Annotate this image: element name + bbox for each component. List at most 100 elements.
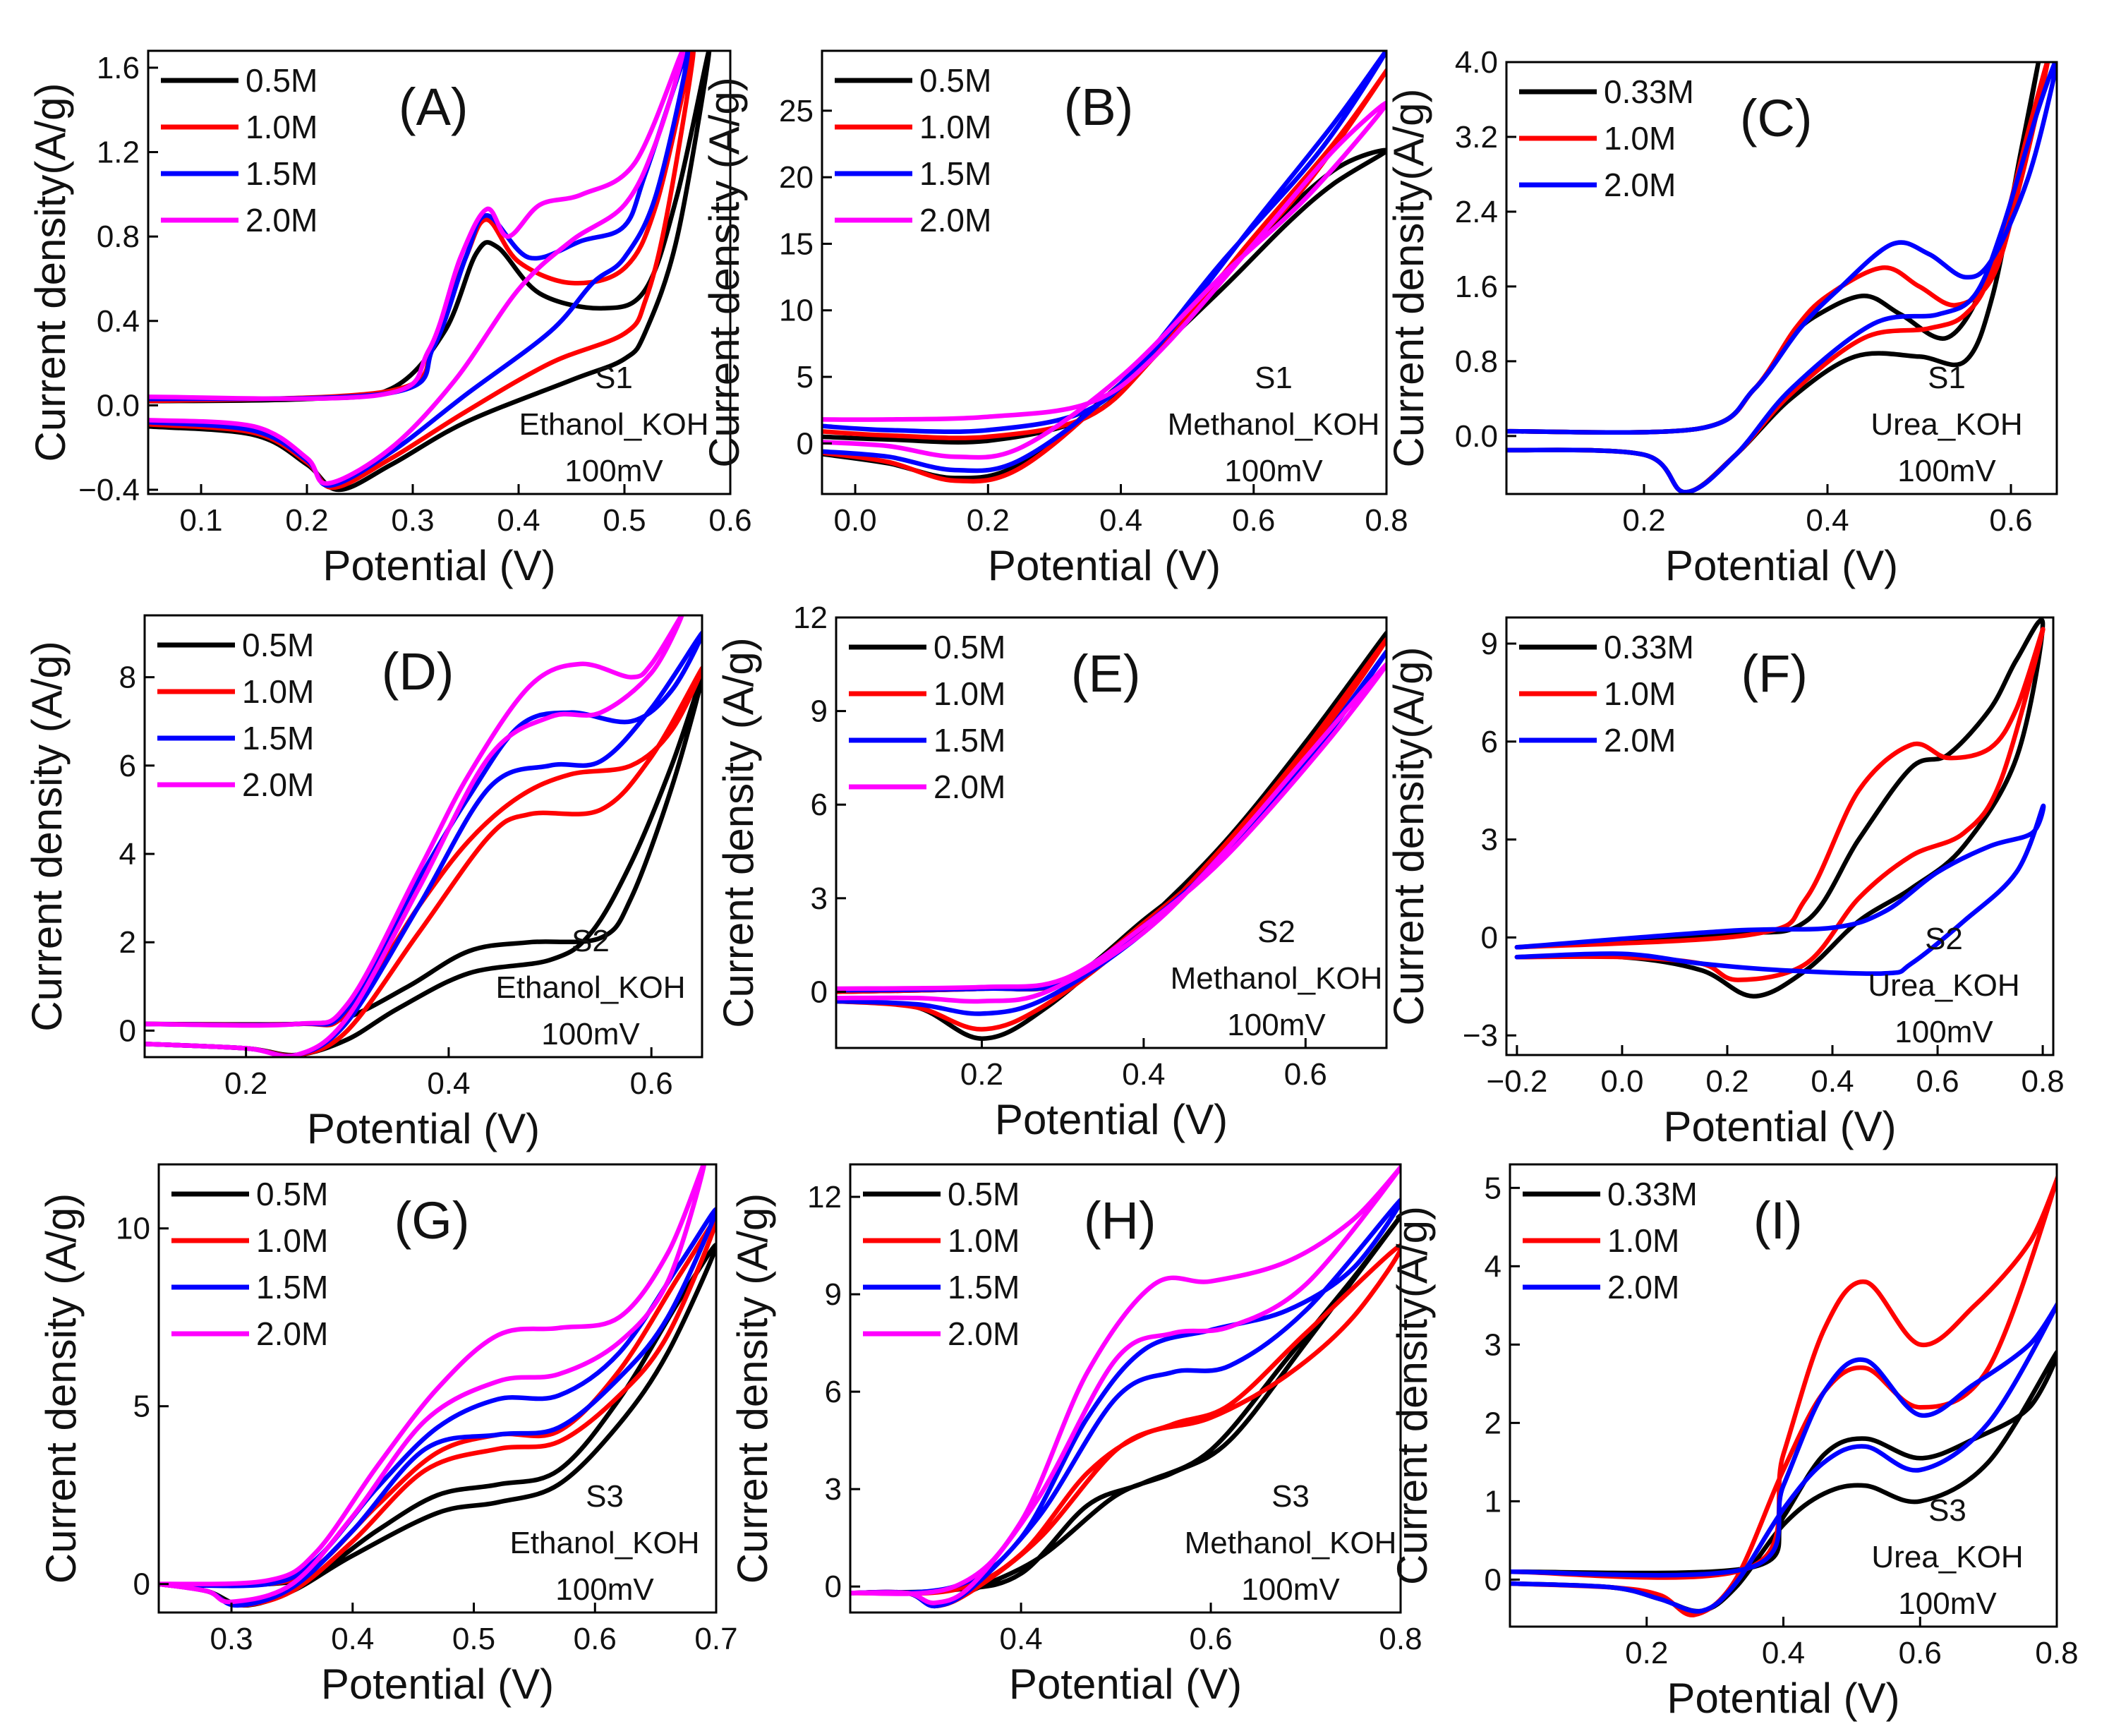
legend-label: 0.5M — [933, 629, 1005, 665]
panel-d: 0.2 0.4 0.6 0 2 4 6 8 Potential (V) Current densi… — [23, 614, 703, 1152]
x-tick-label: 0.4 — [1806, 503, 1849, 538]
x-tick-label: 0.3 — [210, 1622, 253, 1656]
y-tick-label: 0 — [119, 1013, 136, 1048]
legend-label: 2.0M — [1604, 722, 1676, 759]
y-tick-label: −3 — [1463, 1018, 1498, 1053]
annotation-text: S3 — [586, 1479, 624, 1514]
panel-letter: (A) — [399, 78, 469, 136]
legend-label: 0.33M — [1607, 1176, 1698, 1212]
x-tick-label: 0.5 — [603, 503, 646, 538]
panel-a: 0.1 0.2 0.3 0.4 0.5 0.6 −0.4 0.0 0.4 0.8 1.2 1.6 Pot… — [27, 49, 752, 589]
annotation-text: Methanol_KOH — [1185, 1526, 1397, 1560]
annotation-text: 100mV — [1898, 1586, 1997, 1621]
y-tick-label: 0 — [1481, 920, 1498, 955]
legend-label: 2.0M — [242, 766, 314, 803]
legend-label: 2.0M — [1604, 167, 1676, 203]
x-tick-label: 0.2 — [285, 503, 328, 538]
y-tick-label: 0 — [1485, 1562, 1501, 1597]
panel-h: 0.4 0.6 0.8 0 3 6 9 12 Potential (V) Current dens… — [729, 1163, 1422, 1708]
x-tick-label: 0.4 — [331, 1622, 374, 1656]
series-line-1-5m — [836, 649, 1386, 1016]
series-line-0-33m — [1514, 617, 2046, 999]
annotation-text: 100mV — [555, 1572, 654, 1607]
plot-frame — [147, 49, 732, 495]
y-tick-label: 6 — [811, 788, 828, 822]
y-tick-label: 0 — [811, 975, 828, 1009]
legend-label: 1.5M — [933, 722, 1005, 759]
y-tick-label: 5 — [133, 1390, 150, 1424]
legend-label: 0.5M — [256, 1176, 328, 1212]
y-tick-label: 3 — [1485, 1327, 1501, 1362]
series-line-0-5m — [148, 51, 712, 493]
series-line-2-0m — [159, 1164, 707, 1605]
x-axis-title: Potential (V) — [995, 1096, 1228, 1143]
panel-letter: (D) — [382, 642, 454, 701]
annotation-text: 100mV — [1897, 454, 1996, 488]
legend-label: 0.33M — [1604, 629, 1694, 665]
legend-label: 2.0M — [246, 202, 318, 239]
legend-label: 0.5M — [246, 62, 318, 99]
y-tick-label: 3 — [811, 881, 828, 916]
series-line-0-5m — [145, 675, 702, 1057]
plot-frame — [143, 614, 703, 1059]
y-tick-label: 12 — [793, 601, 828, 635]
panel-letter: (I) — [1753, 1191, 1803, 1250]
x-axis-title: Potential (V) — [988, 542, 1221, 589]
y-tick-label: 4 — [1485, 1249, 1501, 1284]
panel-f: −0.2 0.0 0.2 0.4 0.6 0.8 −3 0 3 6 9 Potential (V) Cu… — [1385, 616, 2065, 1150]
legend-label: 1.0M — [919, 109, 991, 145]
plot-frame — [1505, 616, 2055, 1056]
x-tick-label: 0.6 — [1899, 1636, 1942, 1670]
plot-frame — [1505, 61, 2058, 495]
x-tick-label: −0.2 — [1486, 1064, 1547, 1099]
y-axis-title: Current density (A/g) — [729, 1193, 776, 1584]
x-tick-label: 0.4 — [497, 503, 540, 538]
legend-label: 0.33M — [1604, 73, 1694, 110]
y-tick-label: 20 — [779, 160, 814, 195]
annotation-text: Ethanol_KOH — [495, 970, 685, 1005]
annotation-text: 100mV — [1895, 1015, 1993, 1049]
y-tick-label: 3.2 — [1455, 120, 1498, 155]
plot-frame — [157, 1163, 718, 1614]
y-tick-label: 10 — [779, 294, 814, 328]
annotation-text: 100mV — [1227, 1008, 1326, 1042]
x-tick-label: 0.4 — [1811, 1064, 1854, 1099]
panel-letter: (H) — [1084, 1191, 1156, 1250]
x-axis-title: Potential (V) — [1665, 542, 1898, 589]
x-tick-label: 0.6 — [1989, 503, 2032, 538]
x-tick-label: 0.6 — [574, 1622, 617, 1656]
y-tick-label: 0.8 — [1455, 344, 1498, 379]
y-tick-label: 1 — [1485, 1484, 1501, 1519]
series-line-2-0m — [1510, 1301, 2057, 1614]
x-tick-label: 0.8 — [2035, 1636, 2078, 1670]
x-tick-label: 0.1 — [179, 503, 222, 538]
y-tick-label: 0.8 — [97, 219, 140, 254]
x-tick-label: 0.0 — [1600, 1064, 1643, 1099]
panel-e: 0.2 0.4 0.6 0 3 6 9 12 Potential (V) Current dens… — [715, 601, 1388, 1143]
annotation-text: 100mV — [541, 1017, 640, 1051]
y-tick-label: 0 — [797, 426, 814, 461]
panel-letter: (G) — [394, 1191, 470, 1250]
x-tick-label: 0.6 — [1916, 1064, 1959, 1099]
series-line-1-5m — [145, 630, 702, 1057]
y-axis-title: Current density (A/g) — [37, 1193, 85, 1584]
y-tick-label: 25 — [779, 94, 814, 128]
series-line-1-0m — [822, 68, 1386, 484]
series-line-1-5m — [850, 1197, 1401, 1609]
x-tick-label: 0.4 — [999, 1622, 1042, 1656]
x-tick-label: 0.4 — [1122, 1057, 1165, 1092]
y-tick-label: 5 — [797, 360, 814, 394]
x-tick-label: 0.6 — [1284, 1057, 1327, 1092]
annotation-text: 100mV — [1224, 454, 1323, 488]
x-tick-label: 0.4 — [1099, 503, 1142, 538]
y-axis-title: Current density (A/g) — [715, 637, 762, 1028]
legend-label: 2.0M — [1607, 1269, 1679, 1306]
series-line-2-0m — [148, 51, 686, 486]
legend-label: 1.0M — [242, 673, 314, 710]
legend-label: 2.0M — [256, 1315, 328, 1352]
y-tick-label: 1.6 — [97, 51, 140, 85]
annotation-text: S2 — [1257, 915, 1295, 949]
series-line-1-0m — [159, 1217, 716, 1608]
y-axis-title: Current density (A/g) — [23, 641, 71, 1032]
annotation-text: Methanol_KOH — [1171, 961, 1383, 996]
